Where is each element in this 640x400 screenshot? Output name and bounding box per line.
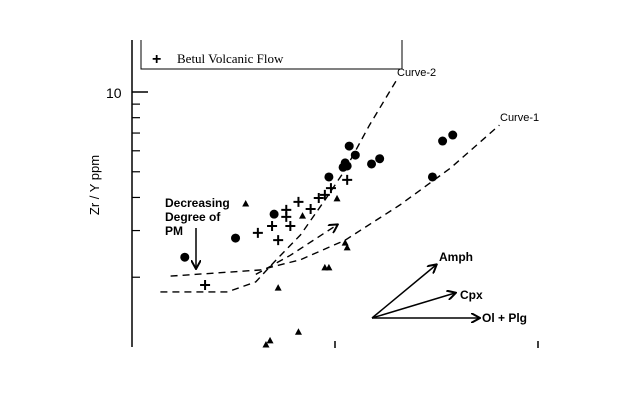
amph-label: Amph bbox=[439, 250, 473, 264]
circle-point bbox=[350, 150, 360, 160]
plus-point bbox=[325, 183, 336, 194]
y-ticks bbox=[132, 91, 148, 278]
circle-point bbox=[231, 233, 241, 243]
annotation-line-3: PM bbox=[165, 224, 183, 238]
decreasing-degree-annotation: Decreasing Degree of PM bbox=[165, 196, 230, 268]
annotation-line-2: Degree of bbox=[165, 210, 221, 224]
legend-symbol: + bbox=[152, 51, 161, 68]
triangle-point bbox=[333, 194, 341, 202]
points bbox=[180, 130, 458, 348]
triangle-point bbox=[321, 263, 329, 271]
triangle-point bbox=[341, 239, 349, 246]
triangle-point bbox=[266, 336, 274, 344]
plus-point bbox=[252, 227, 263, 238]
x-ticks bbox=[334, 341, 539, 348]
plus-point bbox=[313, 193, 324, 204]
circle-point bbox=[367, 159, 377, 169]
plus-point bbox=[281, 211, 292, 222]
curve-2-line bbox=[160, 77, 399, 293]
amph-vector-arrow bbox=[371, 265, 436, 319]
y-tick-label-10: 10 bbox=[106, 85, 122, 101]
y-axis-label: Zr / Y ppm bbox=[87, 155, 102, 215]
plus-point bbox=[305, 203, 316, 214]
circle-point bbox=[344, 141, 354, 151]
triangle-point bbox=[299, 212, 307, 219]
triangle-point bbox=[242, 199, 250, 207]
circle-point bbox=[438, 136, 448, 146]
legend-label: Betul Volcanic Flow bbox=[177, 51, 284, 66]
circle-point bbox=[427, 172, 437, 182]
cpx-label: Cpx bbox=[460, 288, 483, 302]
triangle-point bbox=[294, 328, 302, 335]
plus-point bbox=[342, 174, 353, 185]
legend-frame bbox=[140, 40, 403, 70]
legend: + Betul Volcanic Flow bbox=[140, 40, 403, 70]
circle-point bbox=[269, 209, 279, 219]
curve-2-label: Curve-2 bbox=[397, 67, 436, 79]
circle-point bbox=[180, 252, 190, 262]
circle-point bbox=[324, 172, 334, 182]
mixing-curve-line bbox=[255, 225, 337, 276]
cpx-vector-arrow bbox=[371, 293, 455, 319]
ol-plg-label: Ol + Plg bbox=[482, 311, 527, 325]
circle-point bbox=[448, 130, 458, 140]
curve-1-label: Curve-1 bbox=[500, 112, 539, 124]
circle-point bbox=[338, 162, 348, 172]
triangle-point bbox=[274, 284, 282, 291]
plus-point bbox=[200, 279, 211, 290]
plus-point bbox=[273, 235, 284, 246]
fractionation-vectors: Amph Cpx Ol + Plg bbox=[371, 250, 527, 325]
triangle-point bbox=[262, 340, 270, 348]
triangle-point bbox=[343, 243, 351, 251]
plus-point bbox=[319, 189, 330, 200]
annotation-line-1: Decreasing bbox=[165, 196, 230, 210]
circle-point bbox=[375, 154, 385, 164]
plus-point bbox=[293, 196, 304, 207]
plus-point bbox=[285, 221, 296, 232]
plus-point bbox=[267, 221, 278, 232]
